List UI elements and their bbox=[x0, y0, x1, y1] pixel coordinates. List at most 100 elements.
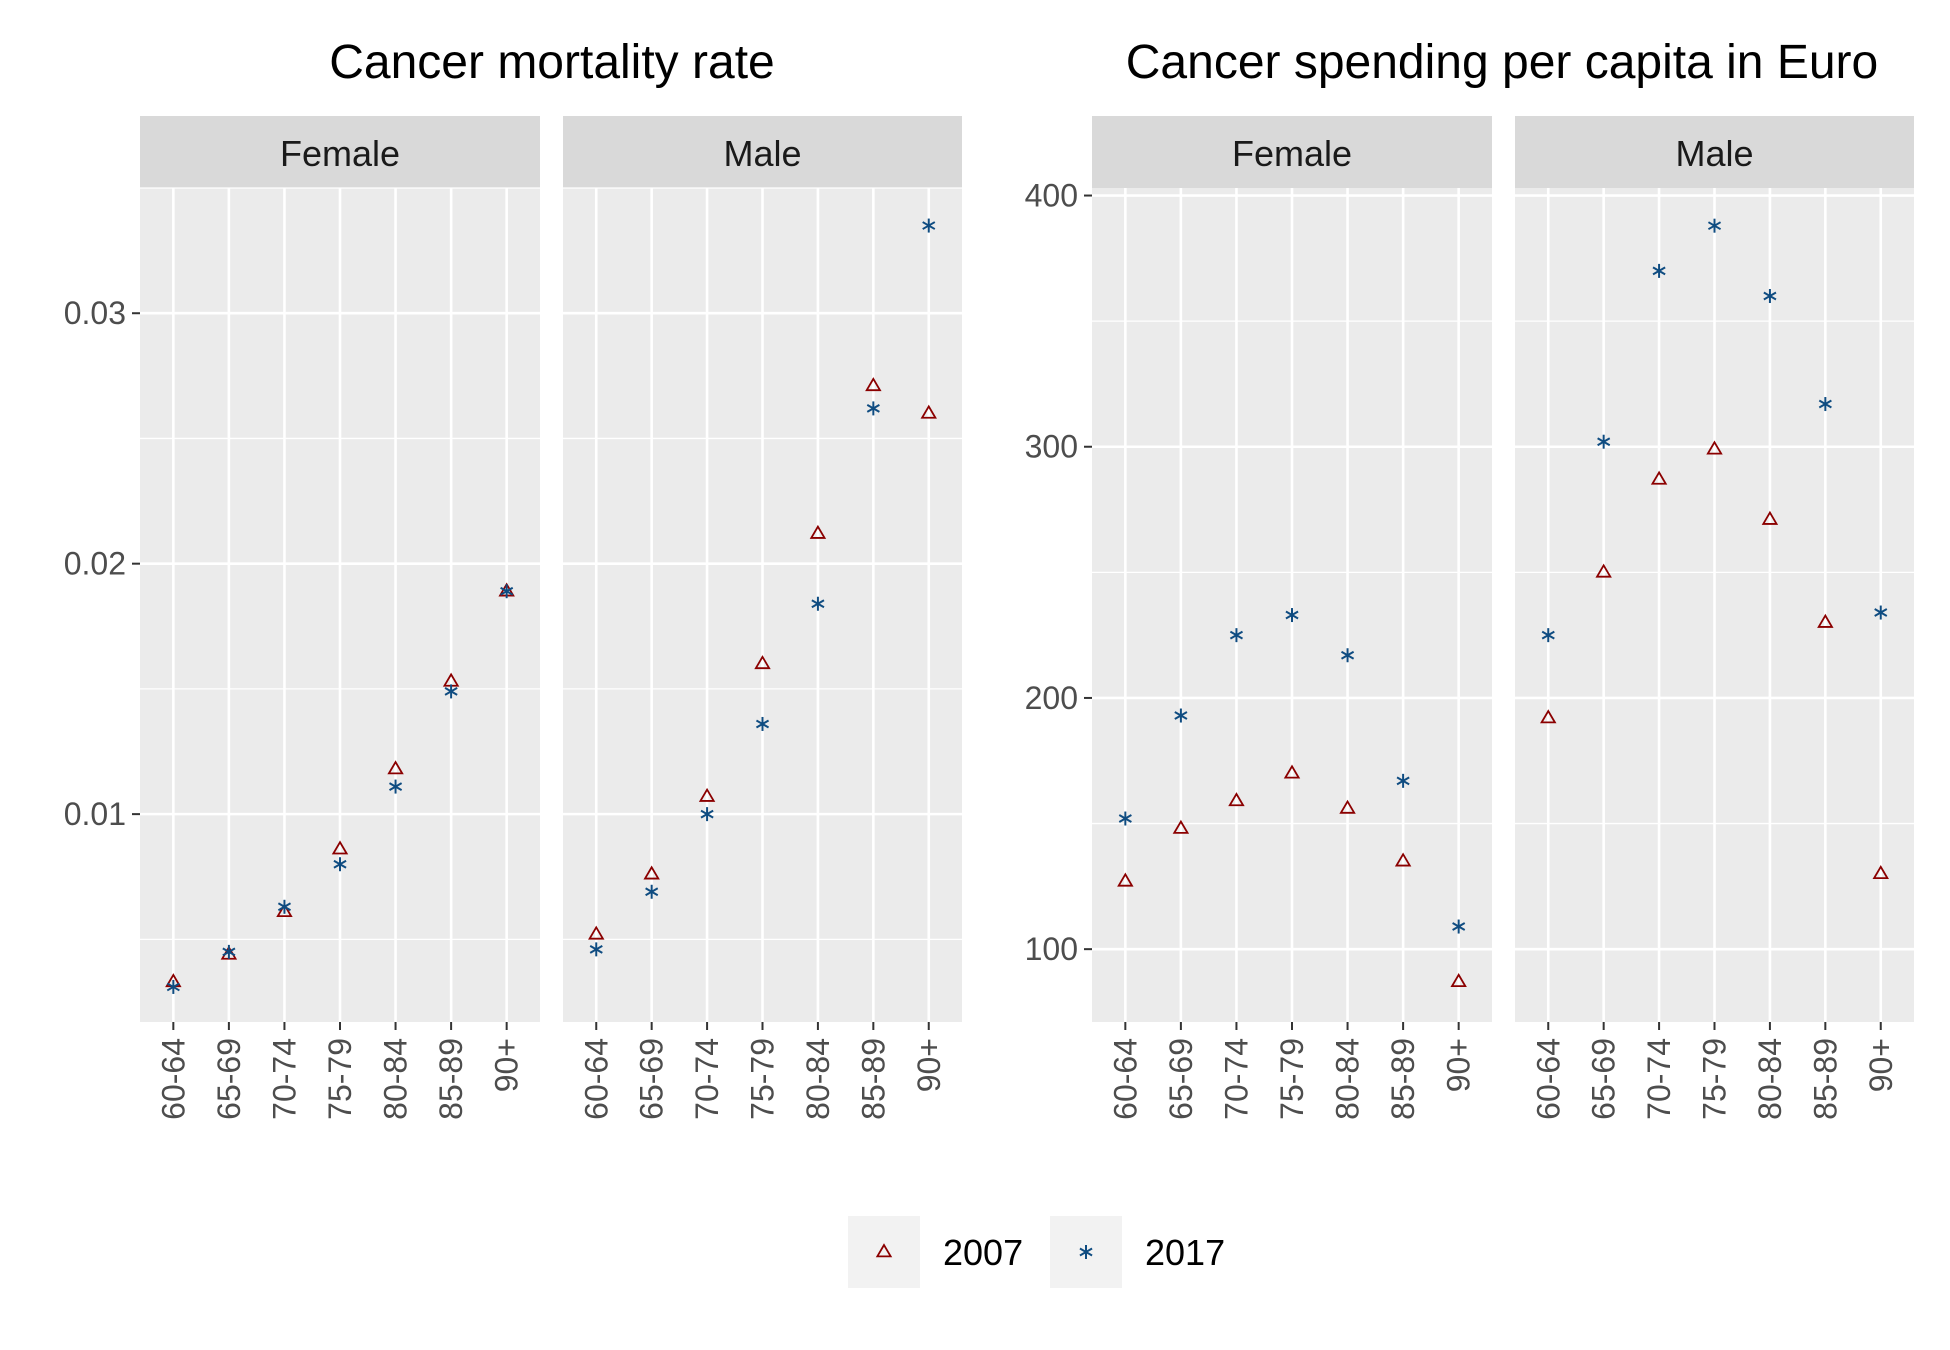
x-tick-label: 70-74 bbox=[689, 1038, 725, 1120]
facet-label: Female bbox=[1232, 133, 1352, 174]
x-tick-label: 70-74 bbox=[1641, 1038, 1677, 1120]
point-2017-male-60-64 bbox=[589, 942, 603, 957]
x-tick-label: 80-84 bbox=[1330, 1038, 1366, 1120]
panel-male: Male 60-64 65-69 70-74 75-79 80-84 85-89 90+ bbox=[1515, 116, 1914, 1120]
legend-marker-2007 bbox=[875, 1243, 893, 1258]
facet-label: Male bbox=[723, 133, 801, 174]
point-2007-female-80-84 bbox=[387, 760, 404, 775]
point-2017-female-80-84 bbox=[1340, 648, 1355, 663]
point-2017-female-90+ bbox=[1452, 919, 1466, 934]
point-2007-male-80-84 bbox=[1761, 510, 1779, 525]
point-2017-male-65-69 bbox=[645, 884, 659, 899]
x-tick-label: 90+ bbox=[1863, 1038, 1899, 1092]
point-2017-female-65-69 bbox=[222, 944, 236, 959]
x-tick-label: 75-79 bbox=[322, 1038, 358, 1120]
point-2007-male-65-69 bbox=[643, 865, 660, 880]
y-tick-label: 100 bbox=[1025, 931, 1078, 967]
point-2017-male-80-84 bbox=[811, 596, 825, 611]
x-tick-label: 90+ bbox=[489, 1038, 525, 1092]
point-2007-female-85-89 bbox=[1394, 852, 1412, 867]
point-2017-female-60-64 bbox=[166, 979, 180, 994]
point-2007-male-90+ bbox=[920, 404, 937, 419]
point-2007-female-75-79 bbox=[1283, 764, 1301, 779]
x-tick-label: 70-74 bbox=[266, 1038, 302, 1120]
x-tick-label: 60-64 bbox=[578, 1038, 614, 1120]
charts-layer: Cancer mortality rate 0.01 0.02 0.03 Female 6… bbox=[64, 36, 1914, 1120]
legend-key bbox=[848, 1216, 920, 1288]
y-tick-label: 400 bbox=[1025, 178, 1078, 214]
point-2017-female-75-79 bbox=[1285, 608, 1299, 623]
point-2007-male-90+ bbox=[1872, 865, 1889, 880]
panel-female: Female 60-64 65-69 70-74 75-79 80-84 85-89 90+ bbox=[140, 116, 540, 1120]
point-2007-female-70-74 bbox=[276, 903, 293, 918]
point-2007-male-85-89 bbox=[1817, 613, 1834, 628]
point-2007-male-80-84 bbox=[809, 524, 827, 539]
facet-strip bbox=[1092, 116, 1492, 188]
point-2017-female-80-84 bbox=[388, 779, 403, 794]
point-2017-male-70-74 bbox=[700, 807, 714, 822]
y-tick-label: 0.01 bbox=[64, 796, 126, 832]
point-2017-female-85-89 bbox=[444, 684, 458, 699]
point-2017-male-90+ bbox=[1874, 605, 1888, 620]
point-2017-male-75-79 bbox=[1707, 218, 1722, 233]
legend: 2007 2017 bbox=[848, 1216, 1225, 1288]
point-2017-male-90+ bbox=[922, 218, 936, 233]
legend-item-2007: 2007 bbox=[848, 1216, 1023, 1288]
x-tick-label: 60-64 bbox=[1530, 1038, 1566, 1120]
x-tick-label: 90+ bbox=[911, 1038, 947, 1092]
x-tick-label: 90+ bbox=[1441, 1038, 1477, 1092]
x-tick-label: 80-84 bbox=[378, 1038, 414, 1120]
chart-1: Cancer mortality rate 0.01 0.02 0.03 Female 6… bbox=[64, 36, 962, 1120]
point-2017-female-60-64 bbox=[1118, 811, 1132, 826]
point-2007-male-70-74 bbox=[698, 787, 716, 802]
point-2007-female-60-64 bbox=[1117, 872, 1134, 887]
point-2007-male-75-79 bbox=[1706, 440, 1723, 455]
x-tick-label: 60-64 bbox=[155, 1038, 191, 1120]
point-2007-male-65-69 bbox=[1595, 563, 1612, 578]
x-tick-label: 80-84 bbox=[1752, 1038, 1788, 1120]
x-tick-label: 75-79 bbox=[745, 1038, 781, 1120]
facet-strip bbox=[1515, 116, 1914, 188]
point-2007-male-85-89 bbox=[865, 377, 882, 392]
point-2007-male-70-74 bbox=[1650, 470, 1668, 485]
facet-label: Female bbox=[280, 133, 400, 174]
facet-label: Male bbox=[1675, 133, 1753, 174]
x-tick-label: 85-89 bbox=[1807, 1038, 1843, 1120]
point-2007-female-90+ bbox=[1450, 973, 1467, 988]
point-2017-male-85-89 bbox=[866, 401, 880, 416]
x-tick-label: 65-69 bbox=[634, 1038, 670, 1120]
point-2017-male-75-79 bbox=[755, 716, 770, 731]
y-tick-label: 200 bbox=[1025, 680, 1078, 716]
x-tick-label: 75-79 bbox=[1697, 1038, 1733, 1120]
x-tick-label: 65-69 bbox=[1163, 1038, 1199, 1120]
point-2017-male-80-84 bbox=[1763, 289, 1777, 304]
y-tick-label: 0.03 bbox=[64, 295, 126, 331]
point-2007-female-70-74 bbox=[1228, 792, 1245, 807]
point-2017-male-65-69 bbox=[1597, 434, 1611, 449]
point-2007-female-75-79 bbox=[331, 840, 349, 855]
point-2007-male-60-64 bbox=[588, 925, 605, 940]
x-tick-label: 65-69 bbox=[211, 1038, 247, 1120]
y-tick-label: 300 bbox=[1025, 429, 1078, 465]
facet-strip bbox=[140, 116, 540, 188]
x-tick-label: 75-79 bbox=[1274, 1038, 1310, 1120]
x-tick-label: 85-89 bbox=[855, 1038, 891, 1120]
x-tick-label: 70-74 bbox=[1218, 1038, 1254, 1120]
point-2017-female-70-74 bbox=[277, 899, 292, 914]
legend-label: 2007 bbox=[943, 1232, 1023, 1273]
point-2017-female-75-79 bbox=[333, 857, 347, 872]
chart-title: Cancer spending per capita in Euro bbox=[1126, 36, 1878, 89]
point-2017-female-90+ bbox=[500, 584, 514, 599]
chart-2: Cancer spending per capita in Euro 100 200… bbox=[1025, 36, 1914, 1120]
point-2017-female-70-74 bbox=[1229, 628, 1244, 643]
x-tick-label: 85-89 bbox=[433, 1038, 469, 1120]
point-2007-female-80-84 bbox=[1339, 799, 1356, 814]
point-2017-female-65-69 bbox=[1174, 708, 1188, 723]
panel-female: Female 60-64 65-69 70-74 75-79 80-84 85-89 90+ bbox=[1092, 116, 1492, 1120]
point-2017-male-70-74 bbox=[1652, 263, 1666, 278]
x-tick-label: 65-69 bbox=[1586, 1038, 1622, 1120]
y-tick-label: 0.02 bbox=[64, 546, 126, 582]
point-2017-male-85-89 bbox=[1818, 397, 1832, 412]
point-2007-female-65-69 bbox=[1172, 819, 1190, 834]
x-tick-label: 80-84 bbox=[800, 1038, 836, 1120]
